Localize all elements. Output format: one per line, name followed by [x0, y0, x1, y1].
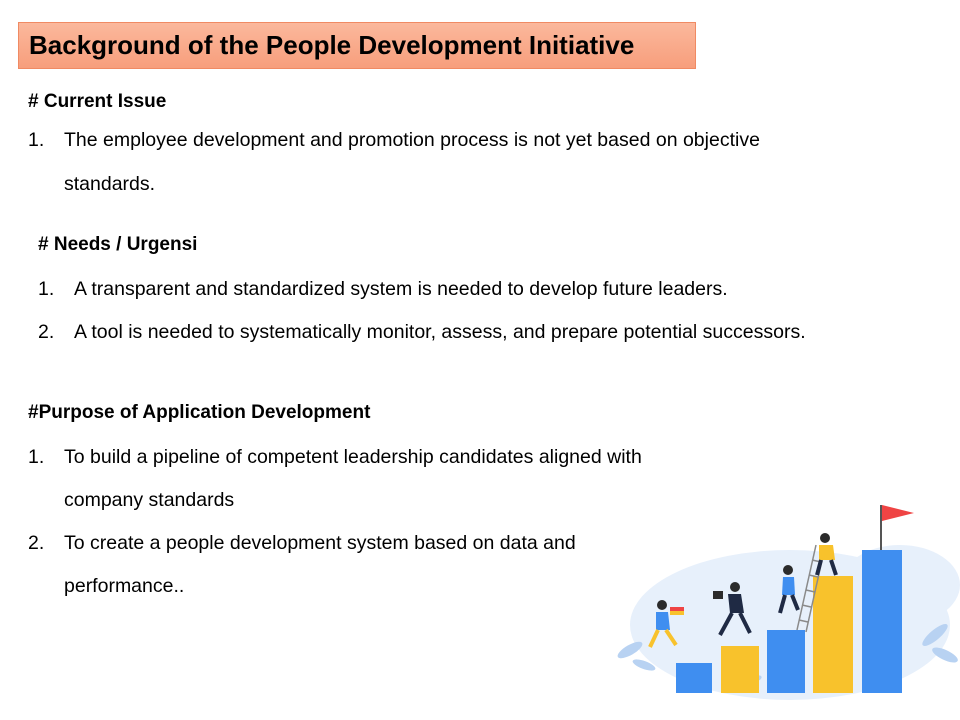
purpose-heading: #Purpose of Application Development	[28, 402, 371, 423]
person-books-icon	[648, 600, 684, 648]
growth-bar-2	[721, 646, 759, 693]
leaf-decor-icon	[617, 624, 958, 685]
purpose-item-1-line1: To build a pipeline of competent leaders…	[64, 446, 642, 468]
needs-item-2: A tool is needed to systematically monit…	[74, 321, 806, 343]
current-issue-item-1-line2: standards.	[64, 173, 156, 195]
person-top-icon	[815, 533, 838, 576]
purpose-num-2: 2.	[28, 532, 45, 554]
growth-bar-5	[862, 550, 902, 693]
needs-num-2: 2.	[38, 321, 55, 343]
current-issue-num-1: 1.	[28, 129, 45, 151]
person-running-icon	[713, 582, 752, 636]
purpose-num-1: 1.	[28, 446, 45, 468]
current-issue-item-1-line1: The employee development and promotion p…	[64, 129, 760, 151]
needs-item-1: A transparent and standardized system is…	[74, 278, 728, 300]
growth-bar-3	[767, 630, 805, 693]
needs-heading: # Needs / Urgensi	[38, 234, 198, 255]
growth-illustration	[617, 505, 960, 700]
purpose-item-2-line1: To create a people development system ba…	[64, 532, 576, 554]
needs-num-1: 1.	[38, 278, 55, 300]
purpose-item-2-line2: performance..	[64, 575, 185, 597]
person-ladder-icon	[778, 565, 800, 614]
growth-bar-1	[676, 663, 712, 693]
slide-title: Background of the People Development Ini…	[18, 22, 696, 69]
purpose-item-1-line2: company standards	[64, 489, 235, 511]
current-issue-heading: # Current Issue	[28, 91, 167, 112]
flag-icon	[882, 505, 914, 521]
growth-bar-4	[813, 576, 853, 693]
